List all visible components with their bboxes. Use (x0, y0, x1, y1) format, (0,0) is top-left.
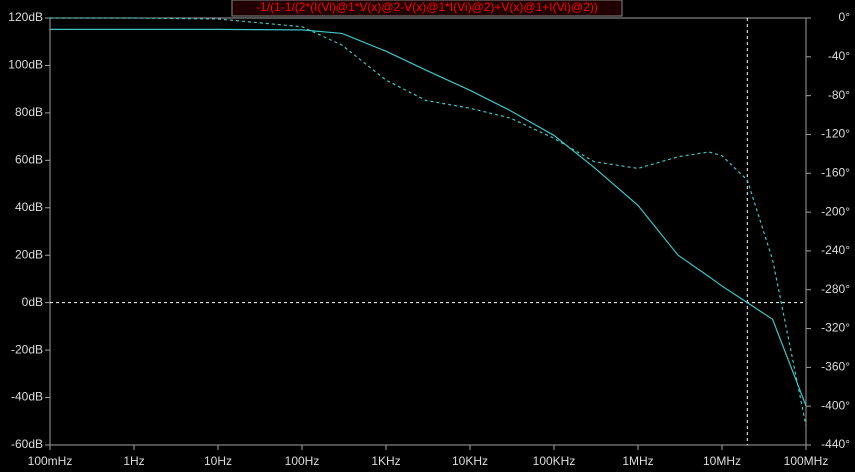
y2-tick-label: -120° (821, 127, 850, 141)
y2-tick-label: -80° (828, 88, 850, 102)
y2-tick-label: -200° (821, 204, 850, 218)
y-tick-label: 100dB (8, 58, 43, 72)
x-tick-label: 1MHz (622, 454, 653, 468)
y2-tick-label: -320° (821, 321, 850, 335)
x-tick-label: 10MHz (703, 454, 741, 468)
y2-tick-label: -440° (821, 437, 850, 451)
y-tick-label: 0dB (22, 295, 43, 309)
chart-title: -1/(1-1/(2*(I(Vi)@1*V(x)@2-V(x)@1*I(Vi)@… (256, 0, 598, 14)
y-tick-label: 120dB (8, 10, 43, 24)
x-tick-label: 100MHz (784, 454, 829, 468)
x-tick-label: 1Hz (123, 454, 144, 468)
y2-tick-label: -240° (821, 243, 850, 257)
x-tick-label: 1KHz (371, 454, 400, 468)
y2-tick-label: -40° (828, 49, 850, 63)
y-tick-label: 20dB (15, 247, 43, 261)
title-box (231, 0, 623, 17)
y-tick-label: -60dB (11, 437, 43, 451)
y-tick-label: 40dB (15, 200, 43, 214)
plot-frame (49, 17, 807, 446)
y2-tick-label: -280° (821, 282, 850, 296)
y-tick-label: -40dB (11, 390, 43, 404)
y2-tick-label: -160° (821, 165, 850, 179)
y2-tick-label: -400° (821, 398, 850, 412)
x-tick-label: 100KHz (533, 454, 576, 468)
y-tick-label: -20dB (11, 342, 43, 356)
y2-tick-label: -360° (821, 360, 850, 374)
y2-tick-label: 0° (839, 10, 851, 24)
x-tick-label: 10Hz (204, 454, 232, 468)
series-line (50, 17, 807, 426)
series-line (50, 28, 807, 407)
x-tick-label: 10KHz (452, 454, 488, 468)
x-tick-label: 100Hz (285, 454, 320, 468)
y-tick-label: 60dB (15, 153, 43, 167)
y-tick-label: 80dB (15, 105, 43, 119)
x-tick-label: 100mHz (28, 454, 73, 468)
